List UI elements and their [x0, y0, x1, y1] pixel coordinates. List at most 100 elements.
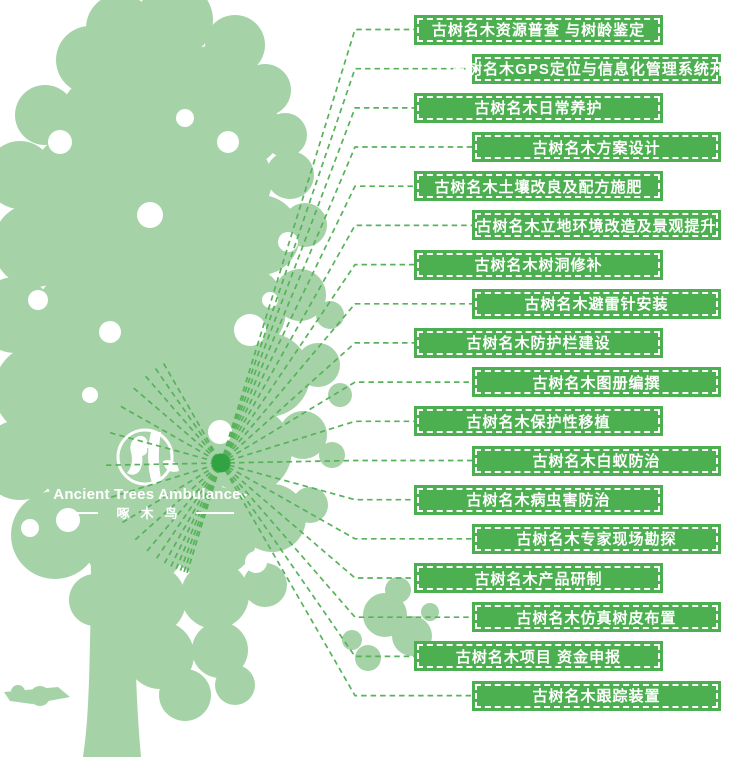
tree-canopy-blob: [83, 486, 187, 590]
tree-canopy-gaps: [21, 109, 309, 573]
tree-canopy-blob: [355, 645, 381, 671]
tree-canopy-blob: [263, 113, 307, 157]
service-label: 古树名木日常养护: [474, 100, 603, 118]
tree-canopy-blob: [342, 630, 362, 650]
tree-canopy-blob: [11, 685, 25, 699]
service-box: 古树名木立地环境改造及景观提升: [472, 210, 721, 241]
service-label: 古树名木树洞修补: [474, 257, 603, 275]
connector-line: [186, 28, 414, 574]
tree-canopy-gap: [21, 519, 39, 537]
service-label: 古树名木白蚁防治: [532, 453, 661, 470]
service-label: 古树名木防护栏建设: [466, 335, 611, 353]
service-label: 古树名木项目 资金申报: [455, 648, 622, 666]
connector-line: [105, 459, 472, 467]
service-label: 古树名木避雷针安装: [524, 296, 669, 314]
logo-name-en: Ancient Trees Ambulance: [53, 486, 241, 503]
connector-line: [175, 146, 472, 570]
connector-line: [183, 67, 472, 573]
service-label: 古树名木专家现场勘探: [516, 531, 677, 549]
tree-silhouette: [0, 0, 439, 757]
service-label: 古树名木资源普查 与树龄鉴定: [431, 22, 646, 39]
tree-canopy-blob: [279, 411, 327, 459]
service-box: 古树名木资源普查 与树龄鉴定: [414, 14, 663, 45]
tree-canopy-gap: [291, 463, 309, 481]
service-box: 古树名木图册编撰: [472, 367, 721, 398]
tree-canopy-gap: [56, 508, 80, 532]
service-box: 古树名木仿真树皮布置: [472, 602, 721, 633]
hub-dot: [211, 453, 231, 473]
service-label: 古树名木图册编撰: [532, 374, 661, 392]
service-box: 古树名木土壤改良及配方施肥: [414, 171, 663, 202]
tree-canopy-blob: [220, 195, 300, 275]
service-box: 古树名木病虫害防治: [414, 484, 663, 515]
logo-name-zh: 啄木鸟: [116, 506, 189, 521]
service-label: 古树名木方案设计: [532, 139, 661, 157]
service-label: 古树名木GPS定位与信息化管理系统开发: [451, 61, 742, 79]
service-box: 古树名木专家现场勘探: [472, 523, 721, 554]
service-box: 古树名木避雷针安装: [472, 288, 721, 319]
tree-canopy-blob: [328, 383, 352, 407]
logo-ring: [116, 428, 174, 486]
service-box: 古树名木GPS定位与信息化管理系统开发: [451, 53, 742, 84]
tree-canopy-blob: [226, 333, 310, 417]
connector-line: [110, 420, 414, 499]
tree-canopy-gap: [82, 387, 98, 403]
tree-canopy-gap: [245, 551, 267, 573]
service-label: 古树名木仿真树皮布置: [516, 609, 677, 627]
tree-canopy-blob: [266, 151, 314, 199]
service-box: 古树名木防护栏建设: [414, 327, 663, 358]
tree-canopy-blob: [69, 574, 121, 626]
connector-line: [163, 224, 472, 564]
service-label: 古树名木病虫害防治: [466, 492, 611, 510]
service-label: 古树名木跟踪装置: [532, 688, 661, 706]
tree-canopy-blob: [296, 343, 340, 387]
service-box: 古树名木产品研制: [414, 563, 663, 593]
tree-canopy-gap: [28, 290, 48, 310]
tree-canopy-blob: [181, 561, 249, 629]
tree-canopy-blob: [319, 442, 345, 468]
tree-canopy-blob: [159, 669, 211, 721]
tree-canopy-gap: [99, 321, 121, 343]
connector-line: [179, 107, 414, 571]
tree-canopy-blob: [0, 344, 86, 436]
tree-canopy-blob: [385, 577, 411, 603]
service-label: 古树名木产品研制: [474, 570, 603, 588]
tree-canopy-blob: [274, 269, 326, 321]
tree-canopy-gap: [234, 314, 266, 346]
logo-name-zh-row: 啄木鸟: [53, 503, 241, 522]
connector-line: [170, 185, 414, 567]
connector-line: [162, 362, 472, 697]
tree-canopy-blob: [192, 622, 248, 678]
tree-canopy-blob: [30, 686, 50, 706]
service-box: 古树名木跟踪装置: [472, 680, 721, 711]
tree-canopy-gap: [208, 420, 232, 444]
tree-canopy-blob: [204, 406, 292, 494]
tree-canopy-gap: [217, 131, 239, 153]
tree-canopy-gap: [48, 130, 72, 154]
connector-line: [122, 381, 472, 524]
tree-canopy-gap: [137, 202, 163, 228]
tree-canopy-gap: [176, 109, 194, 127]
service-box: 古树名木白蚁防治: [472, 445, 721, 476]
tree-canopy-blob: [0, 203, 77, 287]
logo-rule-left: [60, 511, 99, 514]
service-box: 古树名木日常养护: [414, 92, 663, 123]
logo-rule-right: [195, 511, 234, 514]
service-box: 古树名木方案设计: [472, 132, 721, 162]
tree-canopy-gap: [262, 292, 278, 308]
tree-canopy-gap: [278, 232, 298, 252]
tree-canopy-blob: [292, 487, 328, 523]
connector-line: [120, 405, 472, 540]
service-box: 古树名木项目 资金申报: [414, 641, 663, 672]
service-label: 古树名木土壤改良及配方施肥: [434, 178, 643, 196]
service-label: 古树名木立地环境改造及景观提升: [476, 217, 717, 235]
service-box: 古树名木保护性移植: [414, 406, 663, 437]
service-label: 古树名木保护性移植: [466, 413, 611, 431]
tree-canopy-blob: [421, 603, 439, 621]
service-box: 古树名木树洞修补: [414, 249, 663, 280]
tree-canopy-blob: [316, 301, 344, 329]
connector-line: [134, 342, 414, 541]
tree-canopy-blob: [114, 564, 186, 636]
